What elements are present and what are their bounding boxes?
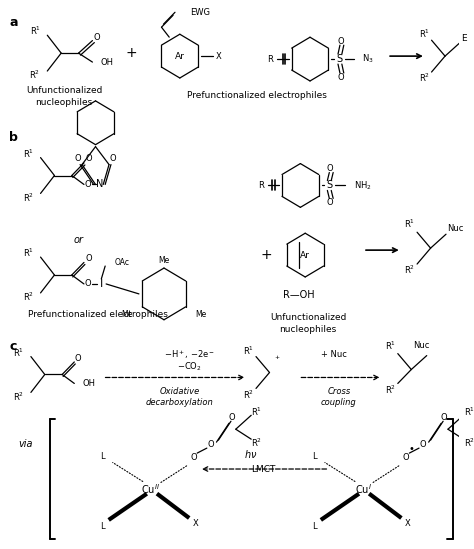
Text: EWG: EWG <box>191 8 210 17</box>
Text: R$^2$: R$^2$ <box>385 383 396 396</box>
Text: R$^2$: R$^2$ <box>23 191 34 204</box>
Text: O: O <box>190 452 197 462</box>
Text: Cu$^{II}$: Cu$^{II}$ <box>141 482 160 496</box>
Text: R$^2$: R$^2$ <box>404 264 415 276</box>
Text: Me: Me <box>158 256 170 265</box>
Text: N$_3$: N$_3$ <box>362 53 374 65</box>
Text: R$^1$: R$^1$ <box>243 344 254 357</box>
Text: R$^2$: R$^2$ <box>251 437 263 449</box>
Text: O: O <box>337 37 344 46</box>
Text: R$^1$: R$^1$ <box>252 405 263 417</box>
Text: Cu$^{I}$: Cu$^{I}$ <box>355 482 372 496</box>
Text: a: a <box>9 16 18 29</box>
Text: R$^1$: R$^1$ <box>404 218 415 231</box>
Text: Unfunctionalized: Unfunctionalized <box>26 86 102 96</box>
Text: Ar: Ar <box>175 52 185 60</box>
Text: O: O <box>327 198 334 207</box>
Text: S: S <box>336 54 342 64</box>
Text: O: O <box>419 440 426 449</box>
Text: decarboxylation: decarboxylation <box>146 398 214 407</box>
Text: L: L <box>312 452 317 461</box>
Text: LMCT: LMCT <box>252 464 276 473</box>
Text: OH: OH <box>82 379 95 388</box>
Text: R$^1$: R$^1$ <box>385 339 396 352</box>
Text: Cross: Cross <box>328 387 351 396</box>
Text: X: X <box>216 52 221 60</box>
Text: OH: OH <box>100 58 113 66</box>
Text: R$^1$: R$^1$ <box>419 28 429 41</box>
Text: Oxidative: Oxidative <box>160 387 200 396</box>
Text: L: L <box>100 452 105 461</box>
Text: O: O <box>327 164 334 173</box>
Text: R$^1$: R$^1$ <box>23 247 34 259</box>
Text: O: O <box>402 452 409 462</box>
Text: R$^2$: R$^2$ <box>13 390 24 402</box>
Text: b: b <box>9 131 18 144</box>
Text: via: via <box>18 439 33 449</box>
Text: nucleophiles: nucleophiles <box>36 98 93 108</box>
Text: O: O <box>84 180 91 189</box>
Text: O: O <box>337 72 344 81</box>
Text: O: O <box>75 355 82 363</box>
Text: Me: Me <box>122 310 133 319</box>
Text: O: O <box>85 254 92 263</box>
Text: Prefunctionalized electrophiles: Prefunctionalized electrophiles <box>28 310 168 320</box>
Text: R$^2$: R$^2$ <box>29 69 41 81</box>
Text: Nuc: Nuc <box>447 224 464 233</box>
Text: or: or <box>73 235 83 245</box>
Text: Unfunctionalized: Unfunctionalized <box>270 313 346 322</box>
Text: coupling: coupling <box>321 398 357 407</box>
Text: •: • <box>409 444 414 454</box>
Text: O: O <box>441 413 447 422</box>
Text: L: L <box>312 522 317 531</box>
Text: OAc: OAc <box>115 257 130 267</box>
Text: + Nuc: + Nuc <box>321 350 347 359</box>
Text: $-$H$^+$, $-$2e$^-$: $-$H$^+$, $-$2e$^-$ <box>164 348 215 361</box>
Text: R$^1$: R$^1$ <box>464 405 474 417</box>
Text: X: X <box>405 519 410 528</box>
Text: nucleophiles: nucleophiles <box>280 325 337 334</box>
Text: $-$CO$_2$: $-$CO$_2$ <box>177 360 202 373</box>
Text: O: O <box>85 154 92 164</box>
Text: R: R <box>267 54 273 64</box>
Text: S: S <box>326 181 332 191</box>
Text: L: L <box>100 522 105 531</box>
Text: X: X <box>192 519 198 528</box>
Text: O: O <box>84 279 91 288</box>
Text: R$^2$: R$^2$ <box>464 437 474 449</box>
Text: R$^1$: R$^1$ <box>29 25 41 37</box>
Text: O: O <box>207 440 214 449</box>
Text: NH$_2$: NH$_2$ <box>355 179 372 192</box>
Text: R—OH: R—OH <box>283 290 314 300</box>
Text: O: O <box>75 154 82 163</box>
Text: O: O <box>94 33 100 42</box>
Text: R: R <box>258 181 264 190</box>
Text: +: + <box>261 248 273 262</box>
Text: +: + <box>126 46 137 60</box>
Text: Me: Me <box>195 310 206 319</box>
Text: E: E <box>462 33 467 43</box>
Text: R$^2$: R$^2$ <box>419 72 429 84</box>
Text: Ar: Ar <box>300 250 310 260</box>
Text: R$^2$: R$^2$ <box>243 388 254 401</box>
Text: R$^1$: R$^1$ <box>23 148 34 160</box>
Text: N: N <box>96 180 103 189</box>
Text: O: O <box>228 413 235 422</box>
Text: O: O <box>109 154 116 163</box>
Text: Prefunctionalized electrophiles: Prefunctionalized electrophiles <box>187 91 327 100</box>
Text: I: I <box>100 279 103 289</box>
Text: Nuc: Nuc <box>413 341 429 350</box>
Text: R$^2$: R$^2$ <box>23 290 34 303</box>
Text: $h\nu$: $h\nu$ <box>244 448 257 460</box>
Text: R$^1$: R$^1$ <box>13 346 24 359</box>
Text: c: c <box>9 340 17 352</box>
Text: $^+$: $^+$ <box>273 354 281 363</box>
